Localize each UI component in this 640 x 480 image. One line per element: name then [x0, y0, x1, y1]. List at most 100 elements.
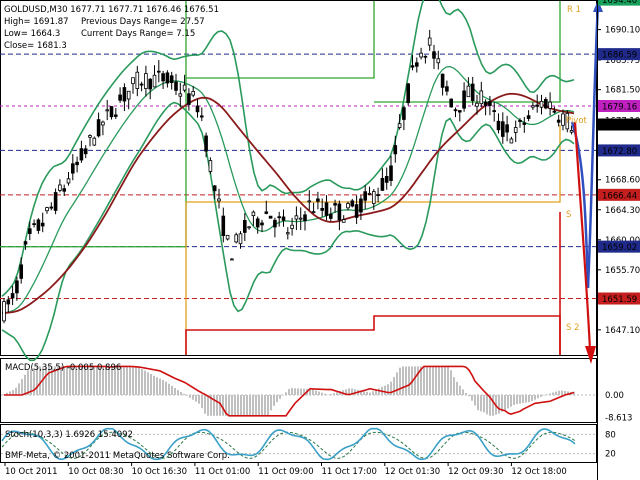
pivot-r1-label: R 1	[567, 5, 581, 15]
pivot-pivot-label: Pivot	[566, 116, 588, 126]
macd-tick-zero: 0.00	[605, 391, 624, 401]
candle-body	[23, 241, 28, 245]
price-level-box	[598, 118, 640, 131]
price-tick-label: 1647.10	[605, 326, 640, 336]
candle-body	[264, 211, 269, 214]
main-price-panel[interactable]	[0, 0, 597, 356]
candle-body	[225, 234, 230, 240]
price-level-box-label: 1679.16	[602, 103, 637, 113]
candle-body	[281, 216, 286, 221]
candle-body	[156, 70, 161, 73]
time-tick-label: 11 Oct 09:00	[258, 467, 313, 477]
candle-body	[169, 75, 174, 84]
pivot-line-green-c	[374, 1, 561, 103]
price-tick-label: 1681.50	[605, 86, 640, 96]
candle-body	[247, 226, 251, 229]
candle-body	[410, 65, 415, 68]
price-tick-label: 1664.30	[605, 206, 640, 216]
candle-body	[389, 165, 393, 181]
candle-body	[105, 109, 110, 112]
candle-body	[552, 110, 557, 113]
candle-body	[328, 213, 333, 219]
price-level-box	[598, 48, 640, 61]
candle-body	[440, 73, 445, 88]
candle-body	[221, 215, 226, 237]
candle-body	[139, 83, 144, 86]
price-level-box	[598, 292, 640, 305]
candle-body	[449, 98, 453, 108]
candle-body	[66, 178, 71, 184]
candle-body	[208, 160, 213, 172]
candle-body	[307, 200, 312, 203]
candle-body	[470, 83, 475, 101]
candle-body	[290, 224, 294, 229]
candle-body	[303, 214, 307, 222]
candle-body	[522, 122, 527, 125]
candle-body	[36, 219, 41, 231]
candle-body	[27, 228, 32, 235]
close-label: Close= 1681.3	[4, 41, 67, 51]
candle-body	[131, 77, 135, 85]
candle-body	[118, 94, 122, 101]
price-level-box	[598, 188, 640, 201]
candle-body	[500, 121, 505, 137]
price-tick-label: 1690.10	[605, 26, 640, 36]
pivot-line-green-a	[0, 1, 187, 248]
candle-body	[273, 219, 277, 228]
candle-body	[182, 84, 187, 91]
candle-body	[62, 188, 66, 192]
low-label: Low= 1664.3	[4, 29, 60, 39]
high-label: High= 1691.87	[4, 17, 69, 27]
candle-body	[187, 93, 191, 105]
candle-body	[10, 293, 15, 299]
candle-body	[569, 130, 574, 133]
candle-body	[148, 78, 153, 90]
bollinger-lower-line	[1, 101, 575, 362]
candle-body	[453, 109, 458, 112]
candle-body	[53, 192, 58, 211]
candle-body	[15, 280, 19, 294]
symbol-ohlc-line: GOLDUSD,M30 1677.71 1677.71 1676.46 1676…	[4, 5, 219, 15]
candle-body	[191, 91, 196, 96]
candle-body	[457, 110, 462, 113]
price-level-box-label: 1676.51	[602, 121, 637, 131]
bollinger-upper-line	[1, 0, 575, 297]
moving-average-line	[1, 92, 575, 315]
candle-body	[45, 207, 49, 212]
candle-body	[402, 107, 406, 120]
candle-body	[496, 120, 501, 131]
bollinger-middle-line	[1, 65, 575, 314]
candle-body	[294, 215, 299, 220]
candle-body	[544, 99, 548, 109]
candle-body	[548, 101, 552, 109]
candle-body	[492, 110, 496, 112]
candle-body	[101, 121, 105, 126]
candle-body	[92, 137, 97, 146]
candle-body	[144, 73, 148, 89]
price-level-box	[598, 100, 640, 113]
candle-body	[376, 194, 380, 197]
candle-body	[535, 104, 539, 107]
time-tick-label: 10 Oct 16:30	[132, 467, 187, 477]
stoch-signal-line	[1, 431, 576, 459]
candle-body	[380, 177, 385, 191]
candle-body	[363, 191, 367, 201]
forecast-arrow-red-head	[585, 346, 596, 364]
candle-body	[479, 90, 484, 105]
price-level-box-label: 1672.80	[602, 147, 637, 157]
forecast-arrow-red-line	[573, 121, 592, 351]
candle-body	[242, 220, 247, 233]
candle-body	[83, 148, 88, 155]
candle-body	[565, 112, 570, 130]
candle-body	[316, 198, 320, 202]
candle-body	[75, 161, 79, 166]
candle-body	[114, 114, 118, 117]
candle-body	[230, 258, 234, 261]
pivot-s1-label: S	[566, 210, 571, 220]
candle-body	[324, 202, 329, 216]
pivot-s2-label: S 2	[566, 323, 580, 333]
candle-body	[526, 115, 531, 119]
candle-body	[475, 102, 479, 107]
candle-body	[152, 74, 157, 88]
